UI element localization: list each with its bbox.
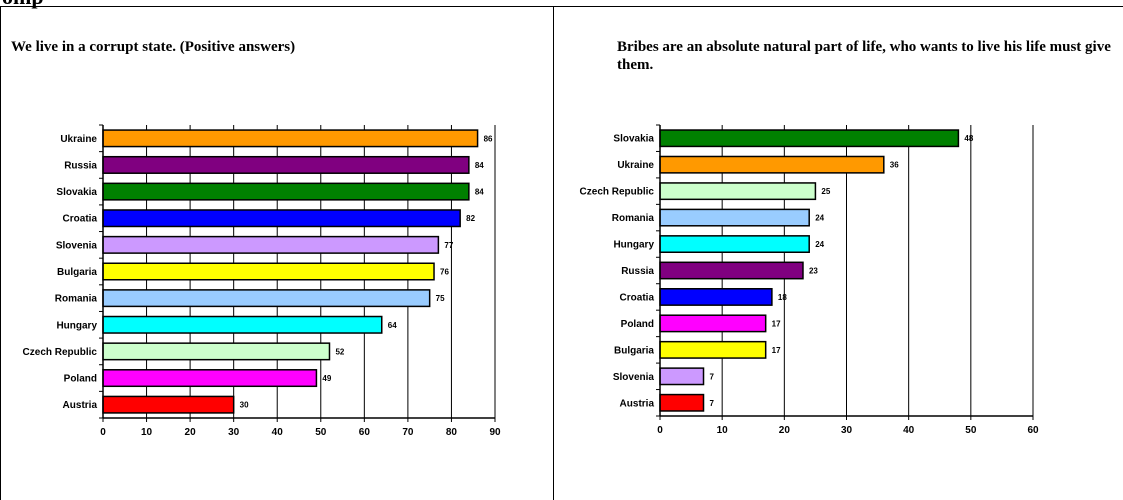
left-chart-category-label-5: Bulgaria bbox=[57, 267, 97, 278]
chart-title-corrupt-state: We live in a corrupt state. (Positive an… bbox=[11, 39, 296, 55]
left-chart-value-label-8: 52 bbox=[335, 347, 344, 356]
right-chart-x-tick-label-3: 30 bbox=[841, 425, 853, 436]
left-chart-value-label-3: 82 bbox=[466, 214, 475, 223]
right-chart-category-label-10: Austria bbox=[620, 398, 655, 409]
left-chart-category-label-9: Poland bbox=[64, 374, 97, 385]
right-chart-bar-6 bbox=[659, 288, 773, 306]
right-chart-x-tick-label-2: 20 bbox=[779, 425, 791, 436]
right-chart-value-label-7: 17 bbox=[772, 319, 781, 328]
right-chart-value-label-0: 48 bbox=[964, 134, 973, 143]
right-chart-value-label-3: 24 bbox=[815, 214, 824, 223]
right-chart-value-label-9: 7 bbox=[710, 372, 715, 381]
right-chart-bar-2 bbox=[659, 182, 817, 201]
right-chart-category-label-1: Ukraine bbox=[617, 160, 654, 171]
right-chart-x-tick-label-6: 60 bbox=[1027, 425, 1039, 436]
right-chart-x-tick-label-4: 40 bbox=[903, 425, 915, 436]
left-chart-value-label-0: 86 bbox=[484, 134, 493, 143]
right-chart-bar-10 bbox=[659, 393, 705, 412]
left-chart-x-tick-label-3: 30 bbox=[228, 427, 240, 438]
left-chart-x-tick-label-4: 40 bbox=[272, 427, 284, 438]
left-chart-category-label-7: Hungary bbox=[56, 320, 97, 331]
left-chart-category-label-1: Russia bbox=[64, 160, 97, 171]
left-chart-x-tick-label-8: 80 bbox=[446, 427, 458, 438]
left-chart-value-label-2: 84 bbox=[475, 188, 484, 197]
left-chart-value-label-9: 49 bbox=[322, 374, 331, 383]
right-chart-value-label-2: 25 bbox=[821, 187, 830, 196]
left-chart-category-label-8: Czech Republic bbox=[23, 347, 98, 358]
right-chart-x-tick-label-1: 10 bbox=[717, 425, 729, 436]
left-chart-x-tick-label-2: 20 bbox=[185, 427, 197, 438]
right-chart-category-label-8: Bulgaria bbox=[614, 345, 654, 356]
right-chart-value-label-8: 17 bbox=[772, 346, 781, 355]
right-chart-bar-8 bbox=[659, 340, 767, 359]
right-chart-category-label-2: Czech Republic bbox=[580, 187, 655, 198]
chart-title-bribes: Bribes are an absolute natural part of l… bbox=[617, 39, 1111, 73]
left-chart-value-label-6: 75 bbox=[436, 294, 445, 303]
panel-divider bbox=[553, 6, 554, 500]
right-chart-value-label-5: 23 bbox=[809, 267, 818, 276]
right-chart-value-label-6: 18 bbox=[778, 293, 787, 302]
right-chart-bar-0 bbox=[659, 129, 960, 148]
left-chart-category-label-2: Slovakia bbox=[56, 187, 97, 198]
right-chart-bar-4 bbox=[659, 235, 810, 253]
left-chart-value-label-1: 84 bbox=[475, 161, 484, 170]
frame-top-border bbox=[0, 6, 1123, 7]
right-chart-value-label-1: 36 bbox=[890, 161, 899, 170]
right-chart-category-label-6: Croatia bbox=[620, 292, 655, 303]
left-chart-category-label-10: Austria bbox=[63, 400, 98, 411]
right-chart-category-label-4: Hungary bbox=[613, 240, 654, 251]
right-chart-category-label-9: Slovenia bbox=[613, 372, 655, 383]
right-chart-bar-5 bbox=[659, 261, 804, 280]
left-chart-x-tick-label-5: 50 bbox=[315, 427, 327, 438]
right-chart-bar-1 bbox=[659, 155, 885, 174]
left-chart-x-tick-label-7: 70 bbox=[402, 427, 414, 438]
right-chart-bar-9 bbox=[659, 367, 705, 386]
left-chart-category-label-6: Romania bbox=[55, 294, 98, 305]
right-chart-value-label-10: 7 bbox=[710, 399, 715, 408]
left-chart-x-tick-label-0: 0 bbox=[100, 427, 106, 438]
frame-left-border bbox=[0, 6, 1, 500]
right-chart-category-label-0: Slovakia bbox=[613, 134, 654, 145]
header-fragment: omp bbox=[2, 0, 44, 8]
right-chart-bar-3 bbox=[659, 208, 810, 227]
left-chart-x-tick-label-1: 10 bbox=[141, 427, 153, 438]
left-chart-x-tick-label-9: 90 bbox=[489, 427, 501, 438]
right-chart-value-label-4: 24 bbox=[815, 240, 824, 249]
left-chart-category-label-3: Croatia bbox=[63, 214, 98, 225]
left-chart-x-tick-label-6: 60 bbox=[359, 427, 371, 438]
left-chart-category-label-0: Ukraine bbox=[60, 134, 97, 145]
left-chart-value-label-7: 64 bbox=[388, 321, 397, 330]
right-chart-x-tick-label-0: 0 bbox=[657, 425, 663, 436]
right-chart-category-label-3: Romania bbox=[612, 213, 655, 224]
right-chart-category-label-7: Poland bbox=[621, 319, 654, 330]
left-chart-value-label-4: 77 bbox=[444, 241, 453, 250]
right-chart-x-tick-label-5: 50 bbox=[965, 425, 977, 436]
right-chart-bar-7 bbox=[659, 314, 767, 333]
left-chart-value-label-10: 30 bbox=[240, 401, 249, 410]
left-chart-category-label-4: Slovenia bbox=[56, 240, 98, 251]
left-chart-value-label-5: 76 bbox=[440, 268, 449, 277]
right-chart-category-label-5: Russia bbox=[621, 266, 654, 277]
